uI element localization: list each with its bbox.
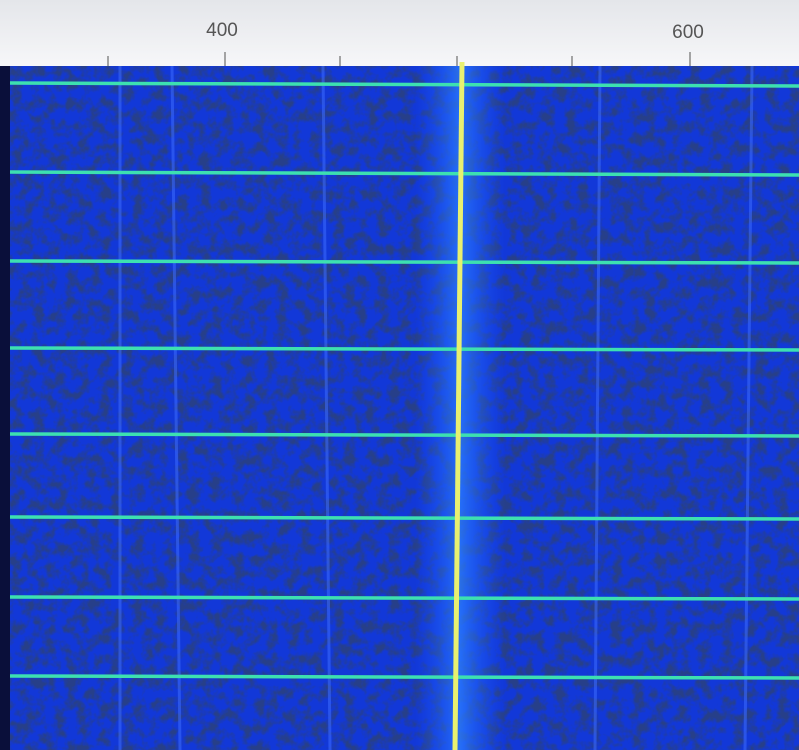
- waterfall-screen: 400 600: [0, 0, 799, 750]
- waterfall-display: 400 600: [0, 0, 799, 750]
- scale-label: 600: [672, 22, 704, 43]
- left-border: [0, 66, 10, 750]
- waterfall-noise: [10, 66, 799, 750]
- scale-label: 400: [206, 20, 238, 41]
